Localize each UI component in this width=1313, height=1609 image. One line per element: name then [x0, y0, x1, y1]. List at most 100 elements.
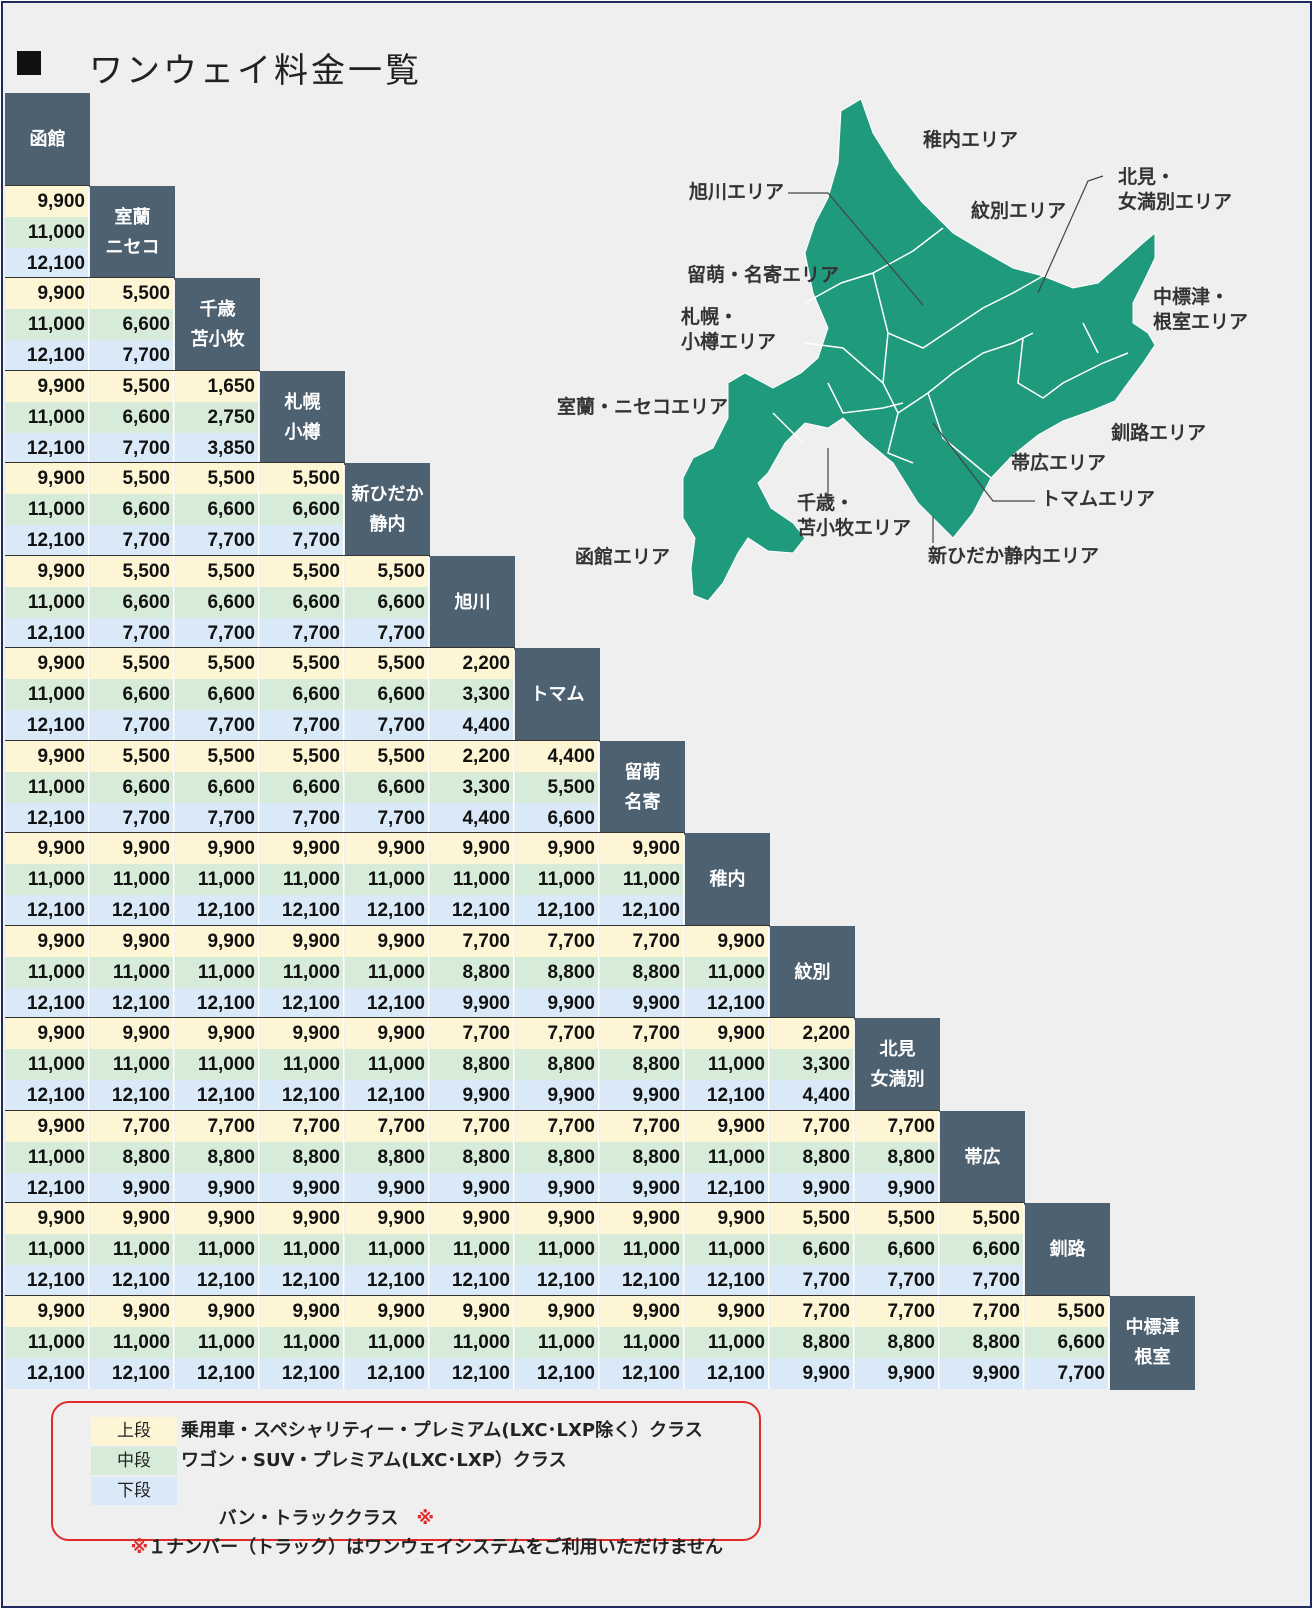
fare-cell: 11,000	[260, 1234, 344, 1265]
fare-cell: 7,700	[90, 617, 174, 649]
fare-cell: 11,000	[175, 864, 259, 895]
fare-cell: 11,000	[5, 679, 89, 710]
fare-cell: 7,700	[90, 340, 174, 371]
fare-cell: 9,900	[260, 833, 344, 864]
station-header: 旭川	[430, 555, 515, 650]
fare-cell: 9,900	[515, 1080, 599, 1111]
fare-cell: 5,500	[175, 648, 259, 679]
fare-cell: 6,600	[90, 771, 174, 803]
fare-cell: 11,000	[260, 864, 344, 895]
legend-note-text: １ナンバー（トラック）はワンウェイシステムをご利用いただけません	[148, 1537, 724, 1558]
fare-cell: 5,500	[260, 648, 344, 679]
fare-cell: 5,500	[260, 740, 344, 772]
fare-cell: 9,900	[90, 833, 174, 864]
fare-cell: 9,900	[855, 1172, 939, 1204]
fare-cell: 11,000	[685, 1141, 769, 1173]
legend-top-tag: 上段	[91, 1417, 177, 1445]
fare-cell: 5,500	[1025, 1295, 1109, 1327]
fare-cell: 7,700	[430, 925, 514, 957]
fare-cell: 5,500	[940, 1203, 1024, 1234]
fare-cell: 11,000	[5, 1326, 89, 1358]
station-header: 千歳 苫小牧	[175, 278, 260, 372]
fare-cell: 2,200	[430, 648, 514, 679]
fare-cell: 12,100	[515, 1265, 599, 1296]
fare-cell: 11,000	[430, 864, 514, 895]
fare-cell: 6,600	[345, 679, 429, 710]
fare-cell: 12,100	[5, 895, 89, 926]
station-header: 札幌 小樽	[260, 370, 345, 465]
fare-cell: 3,300	[430, 679, 514, 710]
map-label-rumoi: 留萌・名寄エリア	[687, 264, 840, 286]
fare-cell: 9,900	[515, 1172, 599, 1204]
fare-cell: 7,700	[90, 802, 174, 834]
fare-cell: 5,500	[90, 648, 174, 679]
fare-cell: 11,000	[5, 1234, 89, 1265]
fare-cell: 7,700	[260, 802, 344, 834]
row-divider	[5, 647, 515, 648]
fare-cell: 9,900	[600, 1203, 684, 1234]
station-header: 新ひだか 静内	[345, 463, 430, 557]
fare-cell: 5,500	[90, 278, 174, 309]
fare-cell: 12,100	[430, 895, 514, 926]
fare-cell: 9,900	[5, 185, 89, 217]
fare-cell: 5,500	[90, 463, 174, 494]
fare-cell: 12,100	[685, 1080, 769, 1111]
fare-cell: 8,800	[940, 1326, 1024, 1358]
fare-cell: 12,100	[5, 802, 89, 834]
fare-cell: 11,000	[515, 1326, 599, 1358]
fare-cell: 11,000	[430, 1234, 514, 1265]
fare-cell: 9,900	[345, 1018, 429, 1049]
fare-cell: 9,900	[430, 1172, 514, 1204]
fare-cell: 9,900	[685, 1295, 769, 1327]
fare-cell: 9,900	[515, 1295, 599, 1327]
fare-cell: 9,900	[5, 833, 89, 864]
fare-cell: 11,000	[600, 1326, 684, 1358]
fare-cell: 11,000	[175, 956, 259, 988]
fare-cell: 12,100	[90, 1080, 174, 1111]
fare-cell: 12,100	[260, 1080, 344, 1111]
fare-cell: 12,100	[5, 432, 89, 464]
station-header: 留萌 名寄	[600, 740, 685, 835]
fare-cell: 12,100	[515, 895, 599, 926]
fare-cell: 9,900	[175, 1295, 259, 1327]
fare-cell: 9,900	[5, 278, 89, 309]
row-divider	[5, 369, 260, 371]
row-divider	[5, 1202, 1025, 1203]
fare-cell: 12,100	[260, 987, 344, 1019]
fare-cell: 9,900	[90, 1018, 174, 1049]
fare-cell: 12,100	[90, 1357, 174, 1389]
legend-top-text: 乗用車・スペシャリティー・プレミアム(LXC･LXP除く）クラス	[181, 1420, 703, 1441]
fare-cell: 9,900	[175, 1018, 259, 1049]
fare-cell: 7,700	[855, 1110, 939, 1142]
station-header: 紋別	[770, 925, 855, 1020]
fare-cell: 11,000	[5, 771, 89, 803]
fare-cell: 12,100	[685, 1265, 769, 1296]
row-divider	[5, 1109, 940, 1111]
area-borders	[772, 227, 1129, 479]
fare-cell: 9,900	[600, 1295, 684, 1327]
fare-cell: 6,600	[90, 309, 174, 340]
fare-cell: 9,900	[345, 833, 429, 864]
fare-cell: 9,900	[345, 1295, 429, 1327]
map-label-tomamu: トマムエリア	[1041, 488, 1156, 510]
fare-cell: 11,000	[90, 1326, 174, 1358]
fare-cell: 6,600	[260, 494, 344, 525]
fare-cell: 9,900	[430, 833, 514, 864]
fare-cell: 6,600	[175, 494, 259, 525]
fare-cell: 12,100	[5, 340, 89, 371]
fare-cell: 11,000	[175, 1049, 259, 1080]
fare-cell: 4,400	[430, 710, 514, 741]
fare-cell: 9,900	[260, 1172, 344, 1204]
fare-cell: 7,700	[175, 617, 259, 649]
fare-cell: 11,000	[600, 1234, 684, 1265]
fare-cell: 4,400	[515, 740, 599, 772]
fare-cell: 11,000	[345, 1234, 429, 1265]
fare-cell: 8,800	[770, 1141, 854, 1173]
fare-cell: 9,900	[515, 987, 599, 1019]
fare-cell: 12,100	[600, 1357, 684, 1389]
fare-cell: 8,800	[90, 1141, 174, 1173]
fare-cell: 11,000	[90, 1049, 174, 1080]
fare-cell: 12,100	[260, 895, 344, 926]
fare-cell: 7,700	[770, 1295, 854, 1327]
